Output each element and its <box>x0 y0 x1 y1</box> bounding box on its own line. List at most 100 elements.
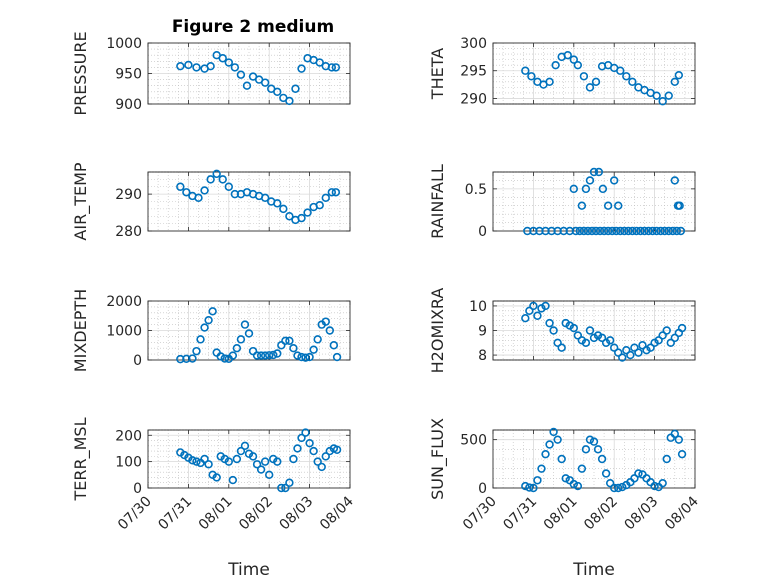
data-point <box>569 323 578 333</box>
chart-title: Figure 2 medium <box>172 17 334 37</box>
data-point <box>265 470 274 480</box>
data-point <box>184 60 193 70</box>
data-point <box>622 72 631 81</box>
data-point <box>236 70 246 79</box>
data-point <box>315 200 324 210</box>
x-tick-label: 07/30 <box>460 494 500 534</box>
data-point <box>240 320 250 329</box>
data-point <box>609 343 619 352</box>
data-point <box>666 338 675 347</box>
data-point <box>303 208 312 217</box>
data-point <box>273 349 282 358</box>
data-point <box>561 474 570 483</box>
y-tick-label: 100 <box>115 455 142 471</box>
data-point <box>674 435 684 444</box>
data-point <box>309 345 318 354</box>
data-point <box>218 54 227 63</box>
data-point <box>662 326 671 335</box>
data-point <box>269 350 278 360</box>
data-point <box>331 188 341 197</box>
data-point <box>285 336 294 346</box>
data-point <box>652 91 661 100</box>
data-point <box>660 226 669 236</box>
data-point <box>200 186 209 195</box>
data-point <box>593 445 603 454</box>
y-axis-label: THETA <box>428 48 447 100</box>
data-point <box>301 353 310 362</box>
data-point <box>636 226 645 236</box>
data-point <box>677 449 687 459</box>
y-axis-label: MIXDEPTH <box>71 289 90 372</box>
axes-frame <box>147 429 351 489</box>
data-point <box>646 343 655 352</box>
data-point <box>648 226 657 236</box>
data-point <box>618 482 627 492</box>
y-tick-label: 200 <box>115 428 142 444</box>
data-point <box>208 307 217 316</box>
data-point <box>668 226 677 236</box>
data-point <box>609 483 619 493</box>
x-axis-label: Time <box>572 560 615 580</box>
data-point <box>256 351 266 360</box>
data-point <box>553 338 562 347</box>
subplot-8: 0 500 07/30 07/31 08/01 08/02 08/03 08/04 SUN_FL… <box>428 418 702 580</box>
data-point <box>644 226 653 236</box>
data-point <box>676 226 686 236</box>
data-point <box>260 78 270 87</box>
y-axis-label: RAINFALL <box>428 164 447 239</box>
data-point <box>634 348 643 357</box>
data-point <box>549 326 558 335</box>
y-tick-label: 290 <box>460 91 487 107</box>
data-point <box>182 188 191 197</box>
data-point <box>551 60 560 70</box>
data-point <box>599 226 609 236</box>
data-point <box>242 81 252 90</box>
data-point <box>176 182 185 191</box>
data-point <box>650 481 659 491</box>
data-point <box>305 352 314 362</box>
data-point <box>603 201 613 210</box>
data-point <box>614 348 623 357</box>
data-point <box>601 469 611 478</box>
data-point <box>224 58 234 67</box>
data-point <box>670 77 679 87</box>
data-point <box>176 61 185 71</box>
x-tick-label: 08/04 <box>317 493 357 533</box>
data-point <box>305 438 314 448</box>
data-point <box>212 473 221 482</box>
y-tick-label: 9 <box>478 324 487 340</box>
data-point <box>537 464 546 473</box>
data-point <box>224 182 234 191</box>
y-tick-label: 10 <box>469 299 487 315</box>
data-point <box>200 323 209 332</box>
data-point <box>618 353 627 362</box>
subplot-4: 0 0.5 RAINFALL <box>428 164 696 240</box>
data-point <box>521 314 530 323</box>
data-point <box>616 226 625 236</box>
data-point <box>332 352 342 362</box>
data-point <box>194 193 203 203</box>
y-tick-label: 280 <box>115 224 142 240</box>
y-tick-label: 0 <box>478 481 487 497</box>
series-markers <box>176 50 341 106</box>
data-point <box>236 446 246 456</box>
data-point <box>248 452 258 461</box>
data-point <box>206 175 215 184</box>
data-point <box>232 454 242 464</box>
axes-frame <box>492 171 696 232</box>
subplot-2: 290 295 300 THETA <box>428 36 696 107</box>
data-point <box>321 452 330 461</box>
data-point <box>297 213 306 223</box>
series-markers <box>176 428 342 493</box>
y-tick-label: 0 <box>133 353 142 369</box>
y-axis-label: PRESSURE <box>71 31 90 115</box>
data-point <box>533 476 542 485</box>
data-point <box>675 201 684 210</box>
data-point <box>521 481 530 491</box>
y-axis-label: H2OMIXRA <box>428 288 447 374</box>
data-point <box>603 226 613 236</box>
data-point <box>614 483 623 493</box>
data-point <box>273 87 282 97</box>
series-markers <box>523 167 686 236</box>
